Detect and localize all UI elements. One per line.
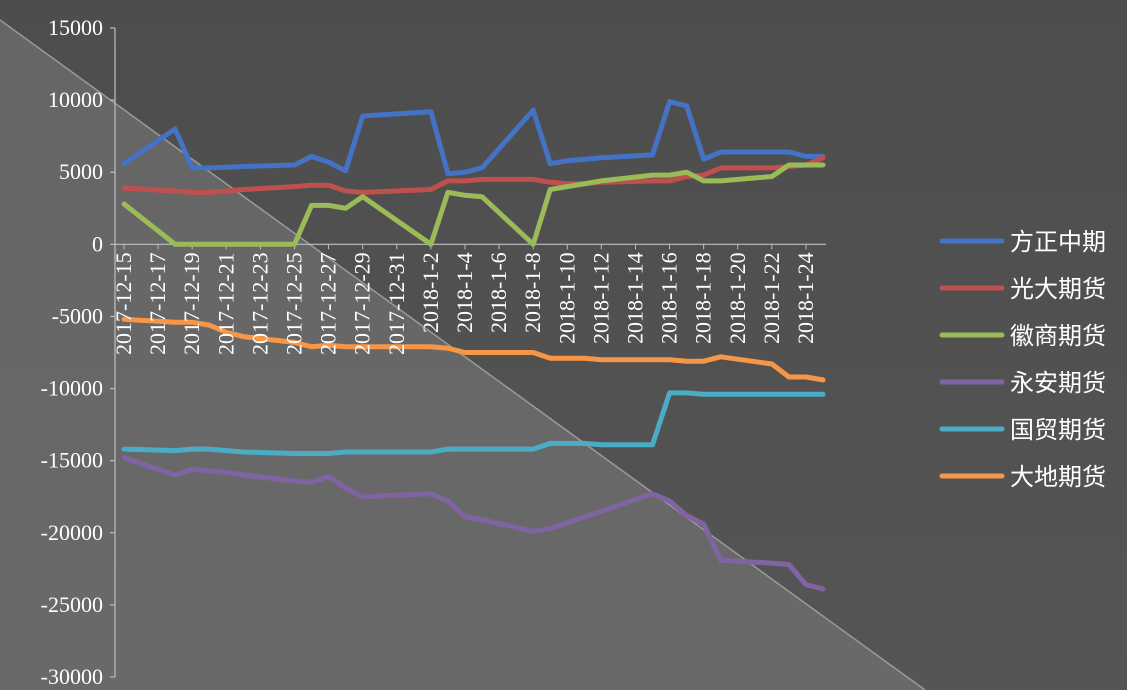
x-tick-label: 2017-12-29 — [350, 252, 375, 355]
x-tick-label: 2018-1-4 — [452, 252, 477, 333]
x-tick-label: 2017-12-17 — [145, 252, 170, 355]
x-tick-label: 2018-1-10 — [554, 252, 579, 344]
series-line — [121, 99, 826, 177]
y-tick-label: -25000 — [41, 592, 103, 617]
x-tick-label: 2018-1-8 — [520, 252, 545, 333]
y-tick-label: -5000 — [52, 303, 103, 328]
x-tick-label: 2018-1-2 — [418, 252, 443, 333]
legend-label: 方正中期 — [1010, 228, 1106, 256]
x-tick-label: 2017-12-25 — [281, 252, 306, 355]
x-tick-label: 2017-12-15 — [111, 252, 136, 355]
y-tick-label: 15000 — [48, 15, 103, 40]
y-tick-label: 0 — [92, 231, 103, 256]
x-tick-label: 2018-1-16 — [657, 252, 682, 344]
legend-label: 国贸期货 — [1010, 416, 1106, 444]
y-tick-label: -20000 — [41, 520, 103, 545]
axes: 15000 10000 5000 0 -5000 -10000 -15000 -20000 -2… — [41, 15, 826, 689]
series-layer — [121, 99, 826, 592]
legend-label: 徽商期货 — [1010, 322, 1106, 350]
series-line — [121, 162, 826, 247]
legend-label: 光大期货 — [1010, 275, 1106, 303]
x-tick-label: 2018-1-14 — [622, 252, 647, 344]
x-tick-label: 2018-1-20 — [725, 252, 750, 344]
y-tick-label: -15000 — [41, 448, 103, 473]
y-tick-label: 10000 — [48, 87, 103, 112]
legend-label: 大地期货 — [1010, 463, 1106, 491]
x-tick-label: 2017-12-19 — [179, 252, 204, 355]
x-tick-labels: 2017-12-15 2017-12-17 2017-12-19 2017-12-21… — [111, 252, 818, 355]
series-line — [121, 390, 826, 456]
series-line — [121, 155, 826, 195]
series-line — [121, 316, 826, 383]
x-tick-label: 2018-1-18 — [691, 252, 716, 344]
x-tick-label: 2018-1-6 — [486, 252, 511, 333]
y-tick-label: -10000 — [41, 376, 103, 401]
x-tick-label: 2017-12-23 — [247, 252, 272, 355]
legend-label: 永安期货 — [1010, 369, 1106, 397]
y-tick-label: 5000 — [59, 159, 103, 184]
x-tick-label: 2017-12-31 — [384, 252, 409, 355]
series-line — [121, 455, 826, 592]
x-tick-label: 2018-1-24 — [793, 252, 818, 344]
x-tick-label: 2018-1-12 — [588, 252, 613, 344]
y-tick-label: -30000 — [41, 664, 103, 689]
x-tick-label: 2018-1-22 — [759, 252, 784, 344]
background-diagonal-edge — [0, 19, 926, 690]
x-tick-label: 2017-12-27 — [316, 252, 341, 355]
x-tick-label: 2017-12-21 — [213, 252, 238, 355]
